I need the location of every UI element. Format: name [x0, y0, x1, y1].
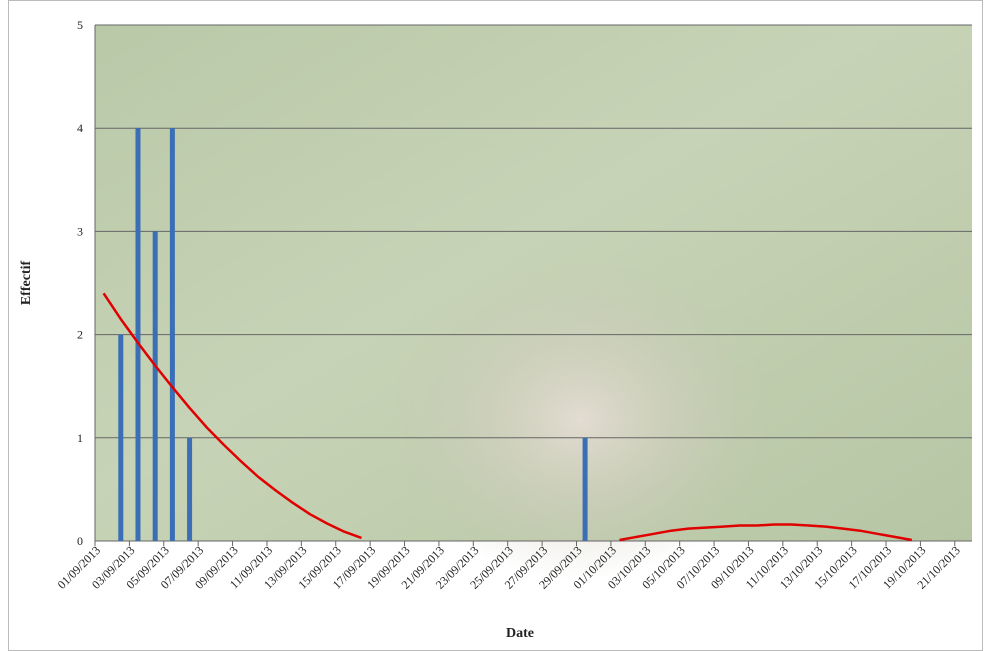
y-tick-label: 3 [77, 224, 83, 238]
x-axis-title: Date [506, 626, 534, 641]
bar [582, 437, 588, 541]
y-tick-label: 0 [77, 534, 83, 548]
bar [152, 231, 158, 541]
bar [187, 437, 193, 541]
trend-line [102, 292, 913, 542]
y-tick-label: 5 [77, 18, 83, 32]
y-tick-label: 1 [77, 431, 83, 445]
bar [169, 128, 175, 541]
y-axis-title: Effectif [19, 261, 34, 306]
bar [135, 128, 141, 541]
y-tick-label: 2 [77, 328, 83, 342]
background-photo [390, 260, 770, 580]
y-tick-label: 4 [77, 121, 83, 135]
bar [118, 334, 124, 541]
